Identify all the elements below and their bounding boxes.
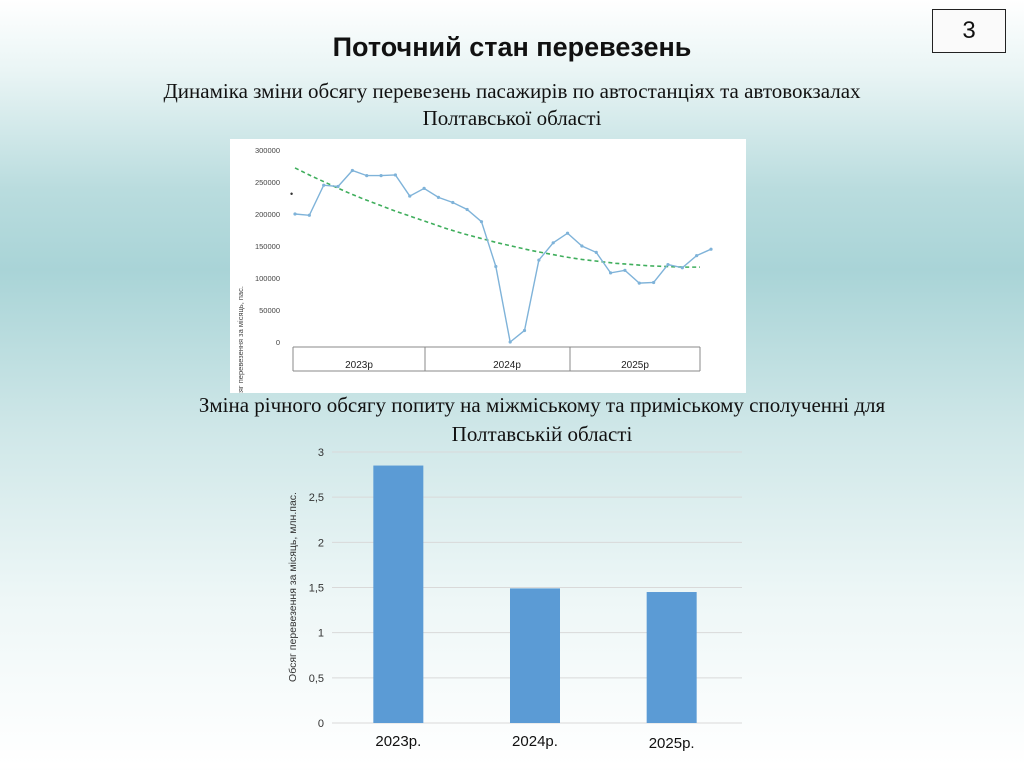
bar <box>373 465 424 723</box>
line-chart-ytick-label: 100000 <box>255 274 280 283</box>
data-point <box>465 207 469 212</box>
line-chart-ytick-label: 50000 <box>259 306 280 315</box>
data-point <box>422 186 426 190</box>
trend-line <box>294 167 700 268</box>
bar-category-label: 2024р. <box>512 733 558 750</box>
bar-chart-ytick-label: 3 <box>318 447 324 459</box>
period-label: 2025р <box>621 360 649 371</box>
data-point <box>508 340 512 344</box>
data-point <box>680 266 684 270</box>
data-point <box>293 212 297 216</box>
data-point <box>307 213 311 217</box>
line-chart: 300000 250000 200000 150000 100000 50000 0 Обс… <box>236 146 713 406</box>
chart2-caption-line2: Полтавській області <box>451 422 633 446</box>
line-chart-ytick-label: 0 <box>276 338 280 347</box>
data-point <box>379 174 383 178</box>
data-point <box>594 250 598 254</box>
bar-category-label: 2025р. <box>649 735 695 752</box>
bar-chart-panel: 3 2,5 2 1,5 1 0,5 0 Обсяг перевезення за місяц… <box>280 445 760 765</box>
chart1-caption: Динаміка зміни обсягу перевезень пасажир… <box>60 78 964 132</box>
data-point <box>637 281 641 285</box>
data-point <box>350 168 354 173</box>
line-chart-ytick-label: 150000 <box>255 242 280 251</box>
bar <box>510 588 560 723</box>
bar-chart-ytick-label: 1 <box>318 628 324 640</box>
data-point <box>565 231 570 235</box>
line-chart-ylabel: Обсяг перевезення за місяць, пас. <box>236 286 245 393</box>
bar-chart-ytick-label: 1,5 <box>309 583 324 595</box>
data-point <box>551 241 555 245</box>
bar-chart-ylabel: Обсяг перевезення за місяць, млн.пас. <box>287 492 299 682</box>
data-point <box>652 280 656 285</box>
data-point <box>623 268 627 272</box>
data-point <box>494 264 498 269</box>
data-point <box>322 183 326 187</box>
period-label: 2023р <box>345 360 373 371</box>
data-point <box>479 220 484 224</box>
line-chart-ytick-label: 250000 <box>255 178 280 187</box>
period-axis <box>292 346 701 372</box>
data-point <box>393 173 398 177</box>
chart2-caption: Зміна річного обсягу попиту на міжмісько… <box>70 391 1014 449</box>
period-label: 2024р <box>493 360 521 371</box>
line-chart-ytick-label: 200000 <box>255 210 280 219</box>
data-point <box>695 254 699 258</box>
data-point <box>408 194 412 198</box>
data-point <box>709 247 713 251</box>
bar-category-label: 2023р. <box>375 733 421 750</box>
data-point <box>537 258 541 262</box>
bar-chart-ytick-label: 2 <box>318 537 324 549</box>
marker-dot: • <box>290 189 293 199</box>
data-point <box>365 174 369 178</box>
line-chart-ytick-label: 300000 <box>255 146 280 155</box>
chart1-caption-line1: Динаміка зміни обсягу перевезень пасажир… <box>163 79 861 103</box>
bar-chart-ytick-label: 0,5 <box>309 673 324 685</box>
data-point <box>666 262 670 267</box>
data-point <box>522 328 527 333</box>
slide-number: 3 <box>932 9 1006 53</box>
chart1-caption-line2: Полтавської області <box>422 106 602 130</box>
line-chart-panel: 300000 250000 200000 150000 100000 50000 0 Обс… <box>230 139 746 406</box>
data-line <box>294 169 712 344</box>
bar <box>646 592 697 723</box>
data-point <box>436 195 441 199</box>
data-point <box>336 184 340 189</box>
data-point <box>451 200 455 205</box>
bar-chart: 3 2,5 2 1,5 1 0,5 0 Обсяг перевезення за місяц… <box>287 447 742 752</box>
data-point <box>608 271 613 275</box>
page-title: Поточний стан перевезень <box>332 32 692 62</box>
bar-chart-ytick-label: 0 <box>318 718 324 730</box>
chart2-caption-line1: Зміна річного обсягу попиту на міжмісько… <box>198 393 886 417</box>
data-point <box>580 244 584 248</box>
bar-chart-ytick-label: 2,5 <box>309 492 324 504</box>
